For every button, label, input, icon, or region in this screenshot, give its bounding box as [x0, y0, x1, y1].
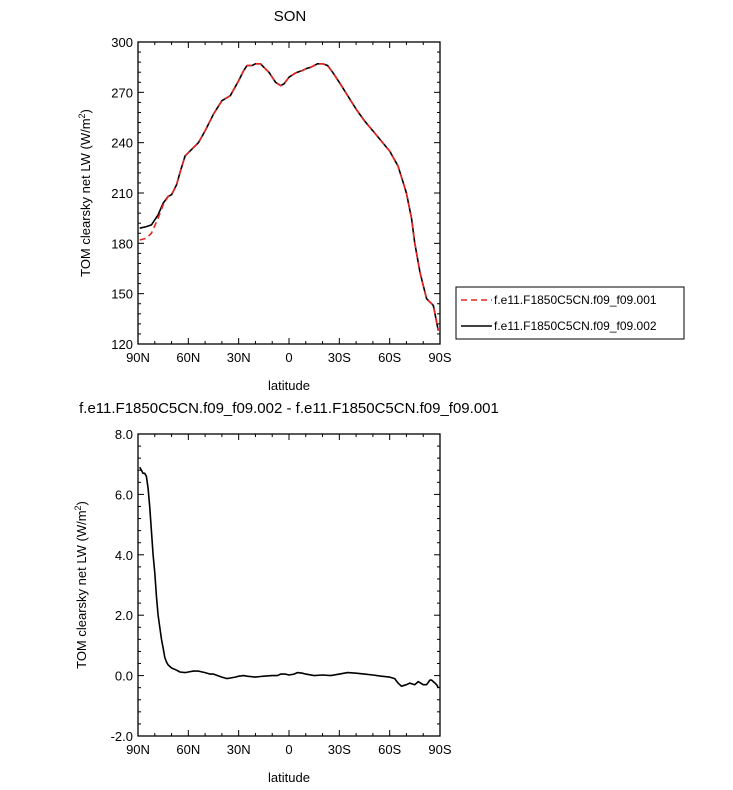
- top-y-axis-label: TOM clearsky net LW (W/m2): [77, 109, 93, 277]
- bottom-x-tick-label: 90S: [428, 742, 451, 757]
- bottom-y-tick-label: 6.0: [115, 487, 133, 502]
- bottom-y-tick-label: 8.0: [115, 427, 133, 442]
- bottom-panel: f.e11.F1850C5CN.f09_f09.002 - f.e11.F185…: [73, 400, 499, 785]
- bottom-axis-ticks: 90N 60N 30N 0 30S 60S 90S -2.0 0.0 2.0 4.0 6.0 8.0: [111, 427, 452, 757]
- top-y-tick-label: 120: [111, 337, 133, 352]
- top-chart-title: SON: [274, 8, 307, 25]
- bottom-plot-frame: [137, 433, 441, 737]
- top-x-tick-label: 60N: [176, 350, 200, 365]
- top-y-tick-label: 300: [111, 35, 133, 50]
- bottom-x-tick-label: 0: [285, 742, 292, 757]
- top-x-tick-label: 60S: [378, 350, 401, 365]
- top-series-line-1: [139, 63, 440, 331]
- bottom-x-tick-label: 30N: [227, 742, 251, 757]
- top-x-tick-label: 0: [285, 350, 292, 365]
- bottom-chart-title: f.e11.F1850C5CN.f09_f09.002 - f.e11.F185…: [79, 400, 499, 417]
- top-axis-ticks: 90N 60N 30N 0 30S 60S 90S 120 150 180 210 240 270 300: [111, 35, 452, 365]
- top-y-tick-label: 150: [111, 287, 133, 302]
- top-x-tick-label: 90N: [126, 350, 150, 365]
- legend: f.e11.F1850C5CN.f09_f09.001 f.e11.F1850C…: [455, 286, 685, 340]
- top-y-tick-label: 180: [111, 236, 133, 251]
- top-y-tick-label: 270: [111, 85, 133, 100]
- bottom-y-axis-label: TOM clearsky net LW (W/m2): [73, 501, 89, 669]
- bottom-x-tick-label: 90N: [126, 742, 150, 757]
- top-x-tick-label: 90S: [428, 350, 451, 365]
- legend-label-series-001: f.e11.F1850C5CN.f09_f09.001: [494, 293, 657, 307]
- top-series-line-0: [139, 63, 440, 331]
- legend-label-series-002: f.e11.F1850C5CN.f09_f09.002: [494, 319, 657, 333]
- bottom-x-tick-label: 60N: [176, 742, 200, 757]
- bottom-x-axis-label: latitude: [268, 770, 310, 785]
- legend-box: [455, 286, 685, 340]
- top-x-tick-label: 30S: [328, 350, 351, 365]
- top-x-tick-label: 30N: [227, 350, 251, 365]
- bottom-y-tick-label: 0.0: [115, 669, 133, 684]
- bottom-y-tick-label: 2.0: [115, 608, 133, 623]
- bottom-series-line-0: [139, 466, 439, 689]
- top-plot-frame: [137, 41, 441, 345]
- bottom-series-lines: [139, 466, 439, 689]
- top-y-tick-label: 240: [111, 136, 133, 151]
- top-y-tick-label: 210: [111, 186, 133, 201]
- bottom-y-tick-label: -2.0: [111, 729, 133, 744]
- bottom-x-tick-label: 30S: [328, 742, 351, 757]
- bottom-y-tick-label: 4.0: [115, 548, 133, 563]
- top-series-lines: [139, 63, 440, 331]
- bottom-x-tick-label: 60S: [378, 742, 401, 757]
- top-panel: SON 90N 60N 30N 0 30S 60S 90S 120 150 180 210 240 27…: [77, 8, 685, 393]
- top-x-axis-label: latitude: [268, 378, 310, 393]
